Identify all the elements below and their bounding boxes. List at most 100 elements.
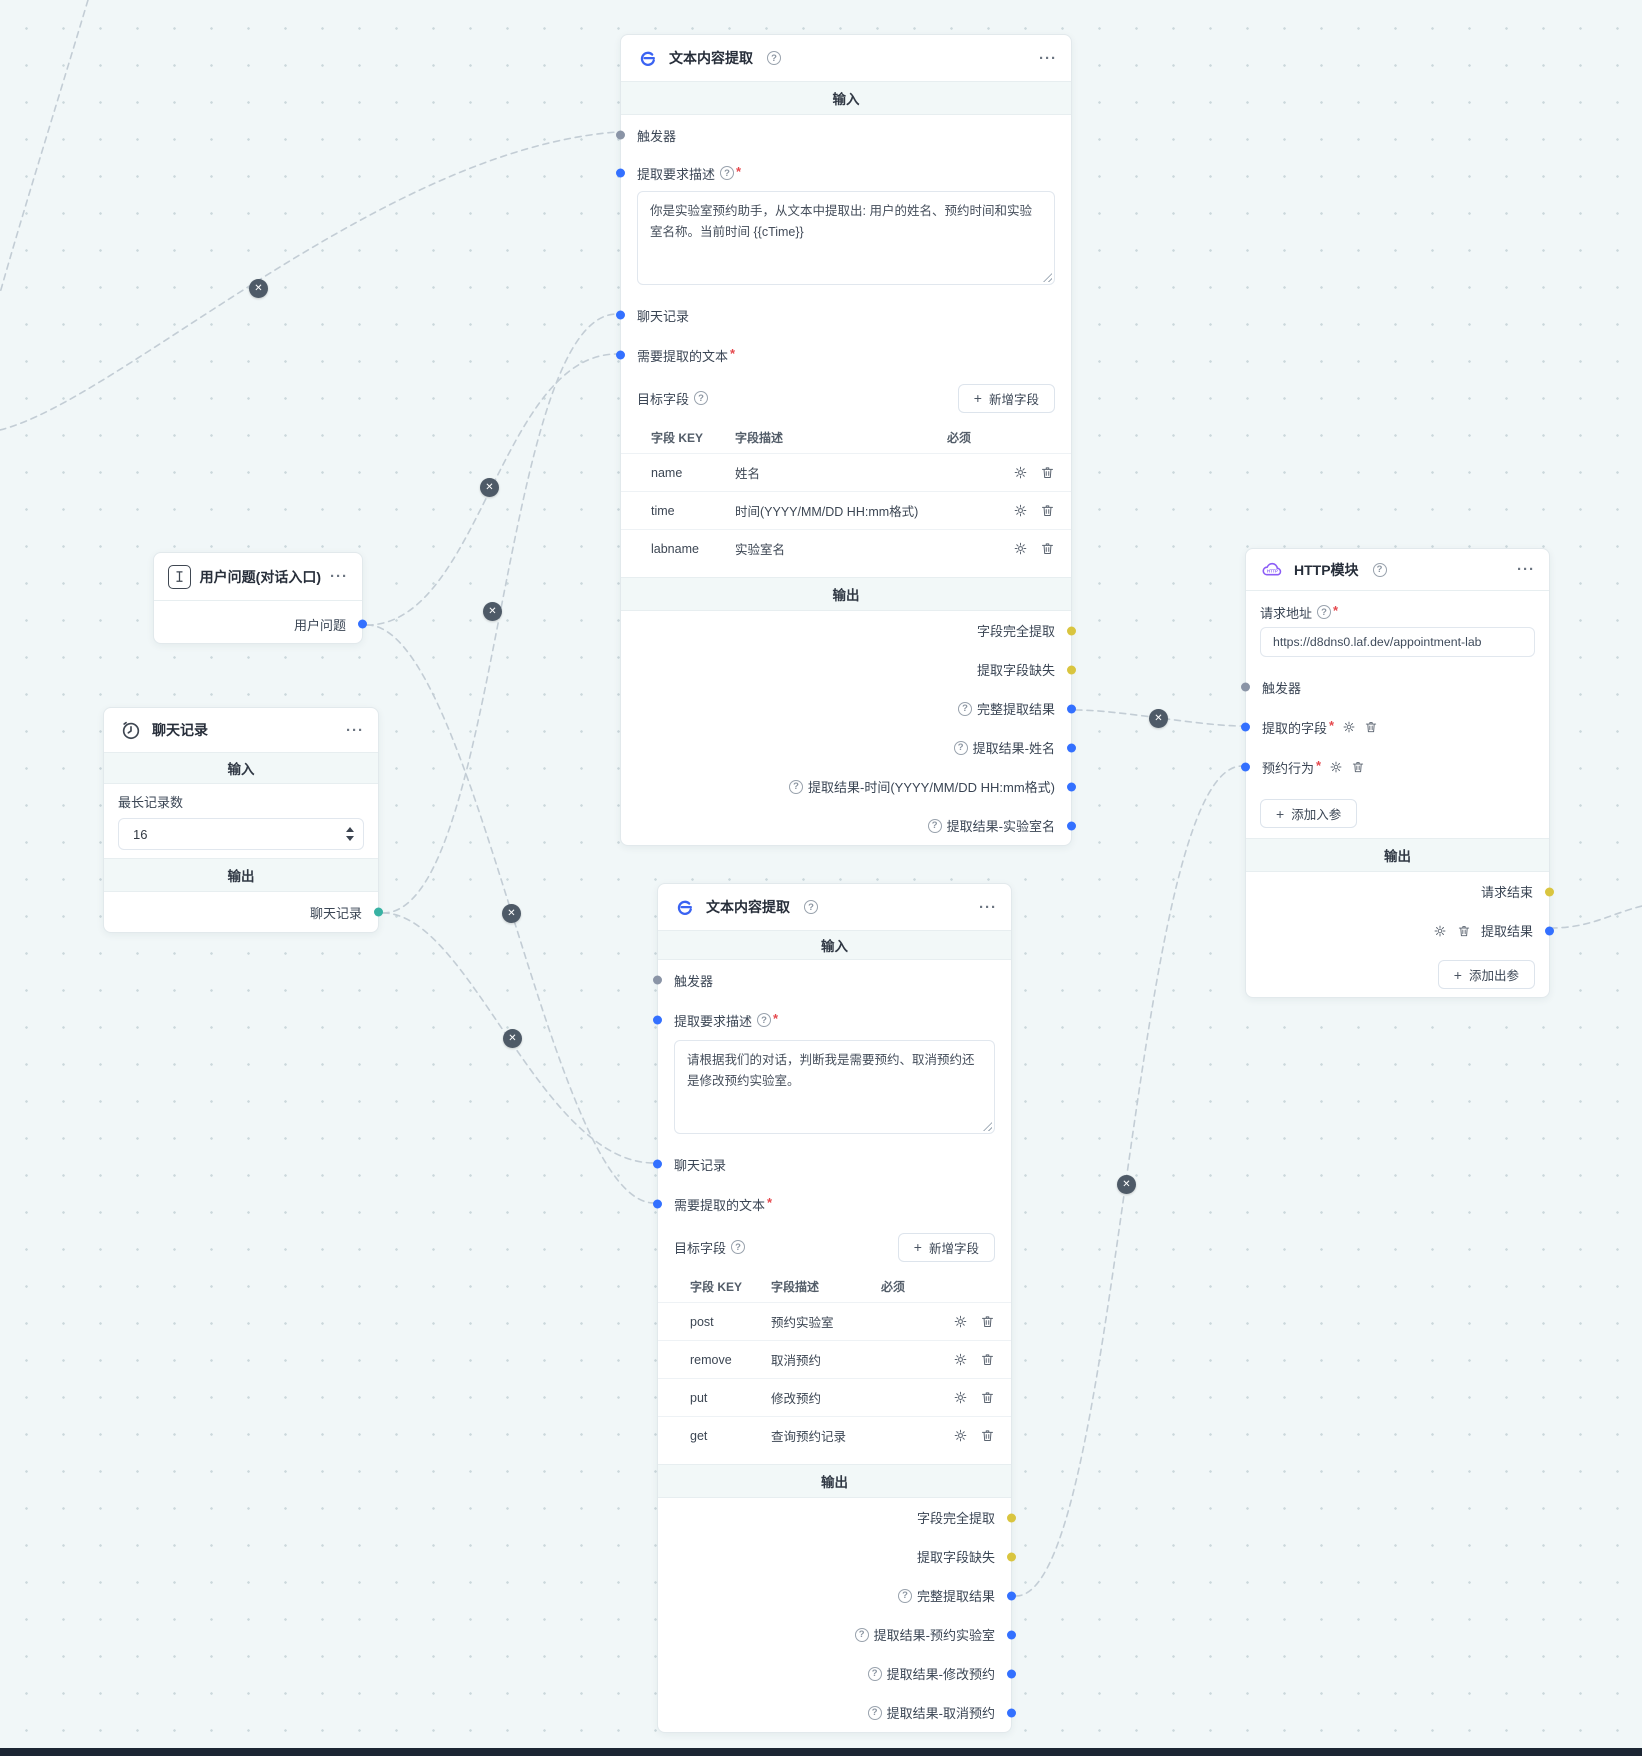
- node-chat-history[interactable]: 聊天记录 输入 最长记录数 16 输出 聊天记录: [103, 707, 383, 933]
- more-menu-icon[interactable]: [1517, 561, 1535, 578]
- node-title: HTTP模块: [1294, 561, 1359, 578]
- port-dot[interactable]: [374, 907, 383, 917]
- more-menu-icon[interactable]: [346, 722, 364, 739]
- help-icon[interactable]: [1372, 562, 1387, 577]
- node-http-module[interactable]: HTTP HTTP模块 请求地址 https://d8dns0.laf.dev/…: [1241, 548, 1554, 998]
- port-dot[interactable]: [1067, 626, 1076, 635]
- node-header[interactable]: HTTP HTTP模块: [1246, 549, 1549, 591]
- node-text-extract-top[interactable]: 文本内容提取 输入 触发器 提取要求描述 你是实验室预约助手，从文本中提取出: …: [616, 34, 1076, 846]
- port-dot[interactable]: [1241, 682, 1250, 692]
- trash-icon[interactable]: [980, 1314, 995, 1329]
- help-icon[interactable]: [694, 391, 709, 405]
- edge-delete-button[interactable]: [503, 1029, 522, 1048]
- gear-icon[interactable]: [1433, 924, 1447, 938]
- trash-icon[interactable]: [980, 1352, 995, 1367]
- add-output-param-button[interactable]: 添加出参: [1437, 960, 1535, 989]
- port-dot[interactable]: [1007, 1552, 1016, 1561]
- trash-icon[interactable]: [1040, 541, 1055, 556]
- edge-delete-button[interactable]: [480, 478, 499, 497]
- port-dot[interactable]: [653, 1015, 662, 1025]
- port-dot[interactable]: [616, 168, 625, 178]
- edge-delete-button[interactable]: [249, 279, 268, 298]
- more-menu-icon[interactable]: [330, 568, 348, 585]
- trash-icon[interactable]: [1364, 720, 1378, 734]
- node-text-extract-bottom[interactable]: 文本内容提取 输入 触发器 提取要求描述 请根据我们的对话，判断我是需要预约、取…: [653, 883, 1016, 1733]
- port-dot[interactable]: [616, 310, 625, 320]
- gear-icon[interactable]: [1342, 720, 1356, 734]
- port-dot[interactable]: [1067, 821, 1076, 830]
- port-dot[interactable]: [1241, 722, 1250, 732]
- max-records-input[interactable]: 16: [118, 818, 364, 850]
- port-dot[interactable]: [1067, 704, 1076, 713]
- gear-icon[interactable]: [953, 1352, 968, 1367]
- edge-delete-button[interactable]: [502, 904, 521, 923]
- more-menu-icon[interactable]: [979, 899, 997, 916]
- help-icon[interactable]: [731, 1240, 746, 1254]
- more-menu-icon[interactable]: [1039, 50, 1057, 67]
- gear-icon[interactable]: [1329, 760, 1343, 774]
- edge-delete-button[interactable]: [1149, 709, 1168, 728]
- gear-icon[interactable]: [953, 1390, 968, 1405]
- port-dot[interactable]: [653, 1199, 662, 1209]
- trash-icon[interactable]: [1040, 503, 1055, 518]
- add-field-button[interactable]: 新增字段: [957, 383, 1055, 413]
- port-dot[interactable]: [1007, 1513, 1016, 1522]
- help-icon[interactable]: [927, 818, 942, 833]
- trash-icon[interactable]: [980, 1428, 995, 1443]
- url-input[interactable]: https://d8dns0.laf.dev/appointment-lab: [1260, 627, 1535, 657]
- gear-icon[interactable]: [953, 1428, 968, 1443]
- port-dot[interactable]: [358, 619, 367, 629]
- port-dot[interactable]: [1007, 1591, 1016, 1600]
- edge-http-result-offscreen[interactable]: [1550, 905, 1642, 929]
- gear-icon[interactable]: [953, 1314, 968, 1329]
- edge-extract1-to-http-fields[interactable]: [1075, 709, 1243, 727]
- help-icon[interactable]: [789, 779, 803, 794]
- edge-to-extract1-trigger[interactable]: [0, 131, 618, 431]
- node-header[interactable]: 文本内容提取: [658, 884, 1011, 930]
- help-icon[interactable]: [804, 900, 818, 914]
- extract-prompt-textarea[interactable]: 请根据我们的对话，判断我是需要预约、取消预约还是修改预约实验室。: [674, 1040, 995, 1134]
- gear-icon[interactable]: [1013, 541, 1028, 556]
- help-icon[interactable]: [767, 51, 781, 65]
- port-dot[interactable]: [1067, 782, 1076, 791]
- port-dot[interactable]: [1007, 1669, 1016, 1678]
- port-dot[interactable]: [1007, 1708, 1016, 1717]
- help-icon[interactable]: [1317, 605, 1332, 619]
- trash-icon[interactable]: [980, 1390, 995, 1405]
- extract-prompt-textarea[interactable]: 你是实验室预约助手，从文本中提取出: 用户的姓名、预约时间和实验室名称。当前时间…: [637, 191, 1055, 285]
- help-icon[interactable]: [897, 1588, 912, 1603]
- port-dot[interactable]: [1067, 743, 1076, 752]
- gear-icon[interactable]: [1013, 503, 1028, 518]
- port-dot[interactable]: [1545, 887, 1554, 896]
- port-dot[interactable]: [1241, 762, 1250, 772]
- trash-icon[interactable]: [1040, 465, 1055, 480]
- number-stepper[interactable]: [346, 827, 354, 841]
- port-dot[interactable]: [616, 130, 625, 140]
- trash-icon[interactable]: [1457, 924, 1471, 938]
- trash-icon[interactable]: [1351, 760, 1365, 774]
- help-icon[interactable]: [854, 1627, 869, 1642]
- help-icon[interactable]: [953, 740, 968, 755]
- help-icon[interactable]: [757, 1013, 772, 1027]
- add-field-button[interactable]: 新增字段: [897, 1232, 995, 1262]
- gear-icon[interactable]: [1013, 465, 1028, 480]
- node-header[interactable]: 用户问题(对话入口): [154, 553, 362, 601]
- edge-offscreen-topleft[interactable]: [0, 0, 89, 294]
- help-icon[interactable]: [867, 1666, 882, 1681]
- port-dot[interactable]: [1067, 665, 1076, 674]
- port-dot[interactable]: [1007, 1630, 1016, 1639]
- port-dot[interactable]: [1545, 926, 1554, 935]
- edge-delete-button[interactable]: [1117, 1175, 1136, 1194]
- port-dot[interactable]: [653, 1159, 662, 1169]
- help-icon[interactable]: [720, 166, 735, 180]
- node-user-question[interactable]: 用户问题(对话入口) 用户问题: [153, 552, 367, 644]
- port-dot[interactable]: [616, 350, 625, 360]
- node-header[interactable]: 聊天记录: [104, 708, 378, 752]
- help-icon[interactable]: [957, 701, 972, 716]
- node-header[interactable]: 文本内容提取: [621, 35, 1071, 81]
- port-dot[interactable]: [653, 975, 662, 985]
- help-icon[interactable]: [867, 1705, 882, 1720]
- add-input-param-button[interactable]: 添加入参: [1260, 799, 1358, 828]
- edge-delete-button[interactable]: [483, 602, 502, 621]
